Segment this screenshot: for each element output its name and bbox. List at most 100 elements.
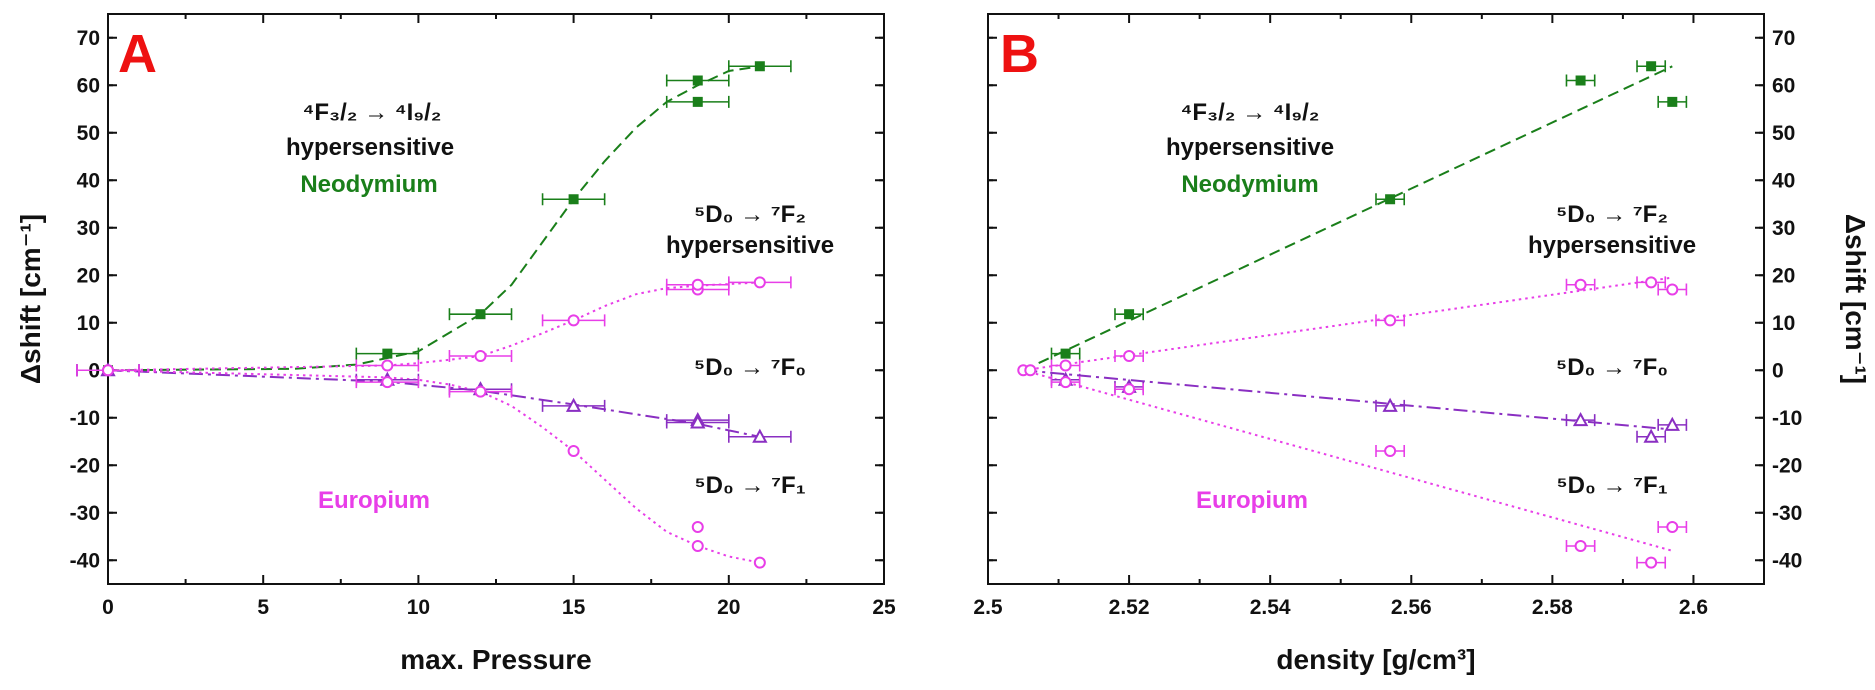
data-markers-b xyxy=(1017,61,1680,569)
y-tick-label: 30 xyxy=(1772,217,1795,240)
eu-f2-hypersensitive-label-a: hypersensitive xyxy=(666,232,834,259)
y-tick-label: -40 xyxy=(1772,549,1802,572)
data-point-circle xyxy=(1384,314,1397,327)
fit-line-series-1 xyxy=(1023,276,1673,372)
europium-label-b: Europium xyxy=(1196,487,1308,514)
fit-line-series-3 xyxy=(107,369,760,564)
data-point-circle xyxy=(1123,383,1136,396)
data-point-circle xyxy=(1059,359,1072,372)
data-point-triangle xyxy=(690,414,706,429)
y-tick-label: -30 xyxy=(1772,502,1802,525)
y-tick-label: 70 xyxy=(77,27,100,50)
eu-f0-transition-label-a: ⁵D₀ → ⁷F₀ xyxy=(694,354,806,381)
fit-line-series-0 xyxy=(107,65,760,372)
data-point-circle xyxy=(1024,364,1037,377)
data-point-square xyxy=(692,96,703,107)
data-point-circle xyxy=(1574,540,1587,552)
x-tick-label: 5 xyxy=(257,596,269,619)
data-point-circle xyxy=(381,376,394,389)
y-tick-label: 60 xyxy=(1772,74,1795,97)
fit-line-series-0 xyxy=(1022,65,1673,372)
y-axis-label-a: Δshift [cm⁻¹] xyxy=(15,214,46,384)
data-point-triangle xyxy=(1664,416,1680,431)
y-tick-label: 50 xyxy=(77,122,100,145)
panel-label-b: B xyxy=(1000,24,1039,84)
x-tick-label: 2.6 xyxy=(1679,596,1708,619)
nd-transition-label-a: ⁴F₃/₂ → ⁴I₉/₂ xyxy=(303,99,442,126)
eu-f1-transition-label-a: ⁵D₀ → ⁷F₁ xyxy=(694,472,805,499)
data-point-circle xyxy=(1574,278,1587,291)
data-point-square xyxy=(1385,194,1396,205)
tick-labels-b: 2.5 2.52 2.54 2.56 2.58 2.6 70 60 50 40 30 20 10 0 -10… xyxy=(973,27,1802,619)
eu-f2-transition-label-a: ⁵D₀ → ⁷F₂ xyxy=(694,201,806,228)
data-point-square xyxy=(382,348,393,359)
data-point-circle xyxy=(691,540,704,552)
x-tick-label: 2.56 xyxy=(1391,596,1432,619)
fit-line-series-3 xyxy=(1023,369,1673,552)
y-tick-label: 40 xyxy=(77,169,100,192)
eu-f2-transition-label-b: ⁵D₀ → ⁷F₂ xyxy=(1556,201,1668,228)
panel-label-a: A xyxy=(118,24,157,84)
y-tick-label: -20 xyxy=(1772,454,1802,477)
data-markers-a xyxy=(100,61,768,569)
data-point-circle xyxy=(753,276,766,289)
y-axis-label-b: Δshift [cm⁻¹] xyxy=(1840,214,1871,384)
x-tick-label: 2.54 xyxy=(1250,596,1291,619)
x-tick-label: 25 xyxy=(872,596,896,619)
data-point-square xyxy=(1060,348,1071,359)
nd-hypersensitive-label-b: hypersensitive xyxy=(1166,134,1334,161)
y-tick-label: 30 xyxy=(77,217,100,240)
x-tick-label: 15 xyxy=(562,596,586,619)
data-point-circle xyxy=(1384,445,1397,457)
eu-f0-transition-label-b: ⁵D₀ → ⁷F₀ xyxy=(1556,354,1668,381)
y-tick-label: -20 xyxy=(70,454,100,477)
y-tick-label: 40 xyxy=(1772,169,1795,192)
y-tick-label: 50 xyxy=(1772,122,1795,145)
x-axis-label-a: max. Pressure xyxy=(400,644,591,675)
x-tick-label: 2.52 xyxy=(1109,596,1150,619)
y-tick-label: 20 xyxy=(1772,264,1795,287)
data-point-circle xyxy=(567,314,580,327)
y-tick-label: 70 xyxy=(1772,27,1795,50)
data-point-circle xyxy=(474,385,487,398)
data-point-circle xyxy=(1645,556,1658,569)
x-tick-label: 20 xyxy=(717,596,740,619)
data-point-circle xyxy=(102,364,114,377)
data-point-triangle xyxy=(1643,428,1659,443)
fit-lines-b xyxy=(1022,65,1673,552)
data-point-square xyxy=(475,309,486,320)
data-point-circle xyxy=(1666,521,1679,533)
data-point-square xyxy=(754,61,765,72)
data-point-circle xyxy=(381,359,394,372)
data-point-square xyxy=(1575,75,1586,86)
data-point-square xyxy=(692,75,703,86)
fit-line-series-1 xyxy=(107,281,760,372)
data-point-square xyxy=(1646,61,1657,72)
y-tick-label: 60 xyxy=(77,74,100,97)
ticks-b xyxy=(987,14,1764,584)
y-tick-label: -10 xyxy=(70,407,100,430)
y-tick-label: 20 xyxy=(77,264,100,287)
panel-b: 2.5 2.52 2.54 2.56 2.58 2.6 70 60 50 40 30 20 10 0 -10… xyxy=(973,13,1871,675)
neodymium-label-b: Neodymium xyxy=(1181,171,1318,198)
data-point-circle xyxy=(1666,283,1679,296)
data-point-triangle xyxy=(752,428,768,443)
plot-frame-b xyxy=(987,13,1765,585)
nd-transition-label-b: ⁴F₃/₂ → ⁴I₉/₂ xyxy=(1181,99,1320,126)
neodymium-label-a: Neodymium xyxy=(300,171,437,198)
y-tick-label: 0 xyxy=(1772,359,1784,382)
y-tick-label: -40 xyxy=(70,549,100,572)
data-point-circle xyxy=(1645,276,1658,289)
data-point-square xyxy=(568,194,579,205)
data-point-circle xyxy=(1059,376,1072,389)
fit-line-series-2 xyxy=(107,369,761,438)
nd-hypersensitive-label-a: hypersensitive xyxy=(286,134,454,161)
y-tick-label: -10 xyxy=(1772,407,1802,430)
x-tick-label: 2.58 xyxy=(1532,596,1573,619)
y-tick-label: -30 xyxy=(70,502,100,525)
data-point-triangle xyxy=(1382,397,1398,412)
europium-label-a: Europium xyxy=(318,487,430,514)
